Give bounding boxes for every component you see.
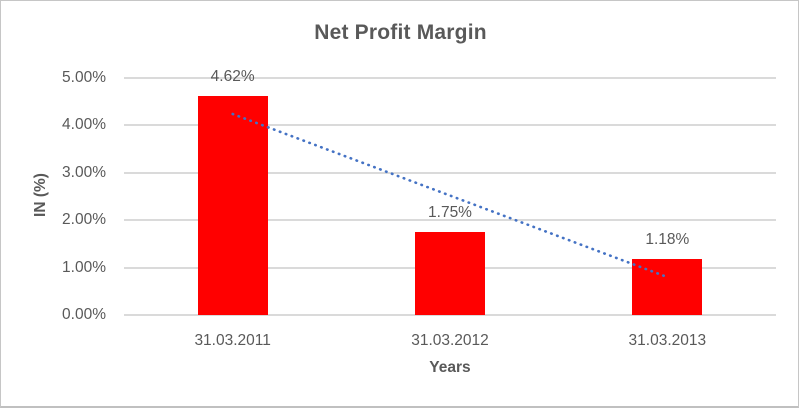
ytick-label: 3.00%	[62, 163, 106, 181]
ytick-label: 1.00%	[62, 258, 106, 276]
bar-31.03.2013[interactable]	[632, 259, 703, 315]
bar-31.03.2011[interactable]	[197, 96, 268, 315]
data-label: 1.18%	[645, 231, 690, 249]
x-axis-title: Years	[429, 359, 471, 376]
gridline-5.00%	[124, 77, 776, 79]
ytick-label: 4.00%	[62, 116, 106, 134]
ytick-label: 5.00%	[62, 69, 106, 86]
xtick-label: 31.03.2012	[411, 332, 489, 349]
xtick-label: 31.03.2013	[628, 332, 707, 349]
data-label: 4.62%	[210, 68, 255, 85]
chart-title: Net Profit Margin	[314, 21, 487, 44]
xtick-label: 31.03.2011	[194, 332, 271, 349]
bar-31.03.2012[interactable]	[415, 232, 485, 315]
gridline-0.00%	[124, 314, 776, 316]
data-label: 1.75%	[428, 204, 472, 222]
ytick-label: 2.00%	[62, 211, 106, 229]
ytick-label: 0.00%	[62, 306, 106, 323]
